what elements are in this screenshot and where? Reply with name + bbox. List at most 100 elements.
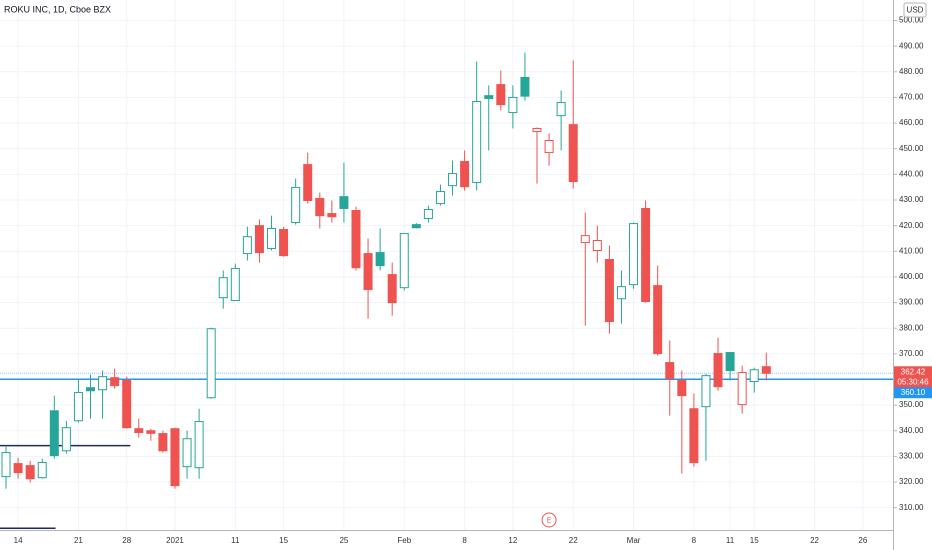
y-tick-label: 460.00 xyxy=(899,118,924,127)
candle-body xyxy=(254,225,264,254)
candle-body xyxy=(182,438,192,468)
x-tick-label: 11 xyxy=(231,536,240,545)
candle-body xyxy=(315,197,325,217)
candle-body xyxy=(713,353,723,388)
x-tick-label: 2021 xyxy=(166,536,184,545)
candle-body xyxy=(472,101,482,184)
plot: E xyxy=(0,52,893,529)
candle-body xyxy=(13,463,23,474)
candle-body xyxy=(484,95,494,99)
x-tick-label: 15 xyxy=(750,536,759,545)
alert-price-box xyxy=(894,387,932,399)
candle-body xyxy=(387,274,397,304)
event-label: E xyxy=(547,517,552,524)
candle-body xyxy=(291,186,301,224)
x-tick-label: 15 xyxy=(279,536,288,545)
candle-body xyxy=(761,366,771,374)
event-marker xyxy=(541,512,557,528)
candle-body xyxy=(749,369,759,383)
x-tick-label: 8 xyxy=(692,536,697,545)
candle-body xyxy=(616,286,626,300)
y-tick-label: 370.00 xyxy=(899,349,924,358)
candle-body xyxy=(194,421,204,469)
y-tick-label: 490.00 xyxy=(899,41,924,50)
candle-body xyxy=(25,465,35,480)
candle-body xyxy=(279,228,289,257)
candle-body xyxy=(701,375,711,408)
y-tick-label: 310.00 xyxy=(899,503,924,512)
candle-body xyxy=(604,258,614,323)
candle-body xyxy=(146,430,156,434)
candle-body xyxy=(37,462,47,479)
candle-body xyxy=(98,376,108,391)
candle-body xyxy=(122,380,132,429)
candle-body xyxy=(423,208,433,219)
candle-body xyxy=(689,408,699,464)
x-tick-label: 8 xyxy=(462,536,467,545)
candle-body xyxy=(110,377,120,387)
y-tick-label: 420.00 xyxy=(899,221,924,230)
y-tick-label: 350.00 xyxy=(899,400,924,409)
x-tick-label: 14 xyxy=(14,536,23,545)
candle-body xyxy=(629,223,639,286)
y-tick-label: 380.00 xyxy=(899,323,924,332)
candle-body xyxy=(677,380,687,397)
y-tick-label: 500.00 xyxy=(899,16,924,25)
x-tick-label: 22 xyxy=(810,536,819,545)
y-tick-label: 340.00 xyxy=(899,426,924,435)
y-tick-label: 320.00 xyxy=(899,477,924,486)
x-tick-label: Feb xyxy=(397,536,411,545)
candle-body xyxy=(508,96,518,114)
candle-body xyxy=(496,84,506,106)
candle-body xyxy=(580,235,590,244)
candle-body xyxy=(61,427,71,452)
y-tick-label: 450.00 xyxy=(899,144,924,153)
candle-body xyxy=(1,452,11,478)
candle-body xyxy=(544,140,554,154)
x-tick-label: 11 xyxy=(726,536,735,545)
candle-body xyxy=(448,173,458,187)
last-price-box xyxy=(894,366,932,389)
candle-body xyxy=(532,127,542,133)
candle-body xyxy=(267,227,277,249)
candle-body xyxy=(375,252,385,267)
countdown-label: 05:30:46 xyxy=(897,377,929,386)
candle-body xyxy=(363,253,373,290)
candle-body xyxy=(327,213,337,218)
y-tick-label: 400.00 xyxy=(899,272,924,281)
candle-body xyxy=(520,76,530,97)
candle-body xyxy=(411,224,421,229)
y-tick-label: 440.00 xyxy=(899,169,924,178)
candle-body xyxy=(725,352,735,372)
candle-body xyxy=(206,328,216,399)
candle-body xyxy=(218,277,228,299)
x-tick-label: 22 xyxy=(569,536,578,545)
y-tick-label: 430.00 xyxy=(899,195,924,204)
y-tick-label: 390.00 xyxy=(899,298,924,307)
last-price-label: 362.42 xyxy=(901,367,926,376)
y-tick-label: 410.00 xyxy=(899,246,924,255)
candle-body xyxy=(568,124,578,183)
candle-body xyxy=(641,207,651,303)
candle-body xyxy=(665,362,675,380)
currency-box[interactable] xyxy=(903,2,927,18)
candle-body xyxy=(556,102,566,117)
alert-price-label: 360.10 xyxy=(901,388,926,397)
y-tick-label: 330.00 xyxy=(899,452,924,461)
candle-body xyxy=(460,161,470,188)
currency-label: USD xyxy=(907,6,924,15)
x-tick-label: Mar xyxy=(627,536,641,545)
candle-body xyxy=(303,164,313,202)
x-tick-label: 12 xyxy=(508,536,517,545)
candle-body xyxy=(653,285,663,355)
candle-body xyxy=(737,372,747,406)
candle-body xyxy=(49,410,59,457)
candle-body xyxy=(134,428,144,434)
axes: 310.00320.00330.00340.00350.00360.00370.… xyxy=(14,16,932,545)
candle-body xyxy=(399,233,409,289)
candle-body xyxy=(339,196,349,209)
candle-body xyxy=(230,267,240,302)
x-tick-label: 25 xyxy=(339,536,348,545)
candle-body xyxy=(435,191,445,205)
